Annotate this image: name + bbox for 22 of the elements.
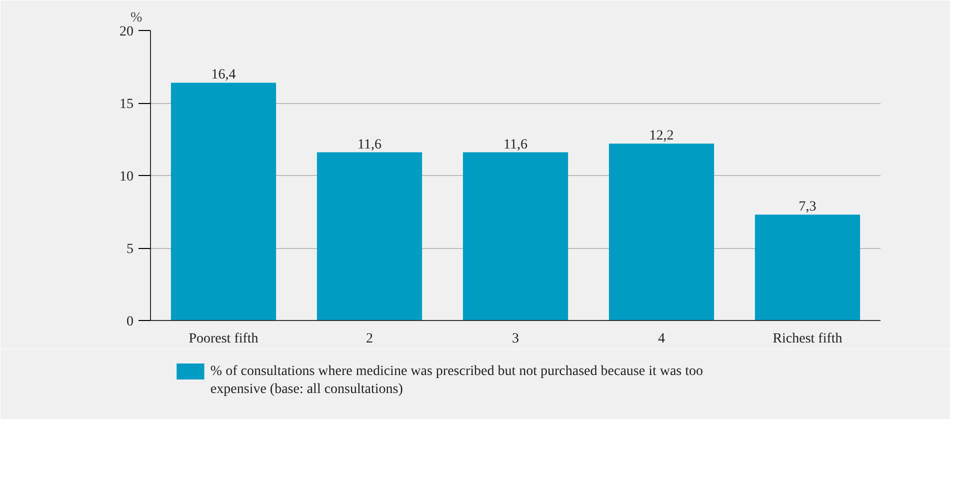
bar xyxy=(754,214,860,320)
x-tick-label: 3 xyxy=(512,332,519,346)
y-tick-label: 15 xyxy=(120,97,134,112)
data-label: 11,6 xyxy=(504,137,528,152)
data-label: 12,2 xyxy=(649,128,674,144)
bar xyxy=(608,144,714,320)
y-axis-title: % xyxy=(130,10,142,26)
legend-label: % of consultations where medicine was prescribed but not purchased because it was too expensive (base: all consultations) xyxy=(210,364,704,397)
x-tick-label: Poorest fifth xyxy=(188,332,258,346)
y-tick-label: 0 xyxy=(126,314,134,330)
x-tick-label: 4 xyxy=(658,332,665,346)
x-tick-label: Richest fifth xyxy=(772,332,842,346)
bar xyxy=(170,82,276,320)
y-tick-label: 20 xyxy=(120,24,134,40)
bar xyxy=(316,152,422,320)
y-tick-label: 5 xyxy=(126,242,134,257)
data-label: 11,6 xyxy=(358,137,382,152)
x-tick-label: 2 xyxy=(366,332,373,346)
data-label: 16,4 xyxy=(211,68,236,83)
bar xyxy=(462,152,568,320)
y-tick-label: 10 xyxy=(120,170,134,184)
data-label: 7,3 xyxy=(798,200,816,215)
